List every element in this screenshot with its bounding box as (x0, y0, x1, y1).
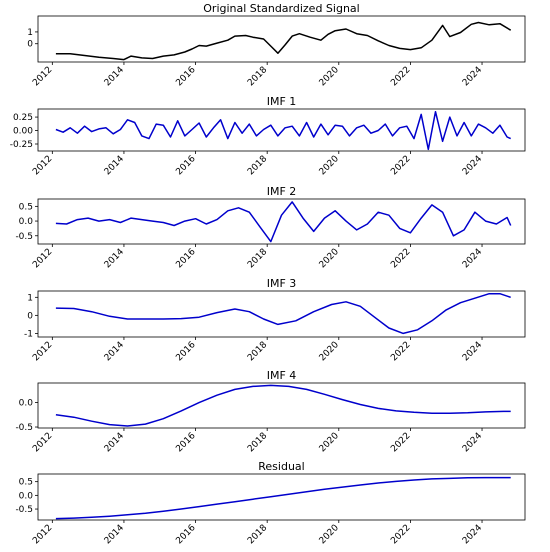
x-tick-label: 2014 (103, 340, 126, 363)
panel-1: Original Standardized Signal 0 1 2012 2014 20… (27, 2, 526, 88)
x-tick-label: 2024 (461, 247, 484, 270)
x-tick-label: 2020 (318, 65, 341, 88)
y-tick-label: 0.5 (19, 478, 33, 488)
panel-6: Residual -0.5 0.0 0.5 2012 2014 2016 2018 2020 20… (15, 460, 526, 546)
series-line (55, 476, 511, 520)
x-tick-label: 2022 (389, 154, 412, 177)
x-tick-label: 2016 (174, 154, 197, 177)
panel-title: IMF 4 (267, 369, 297, 382)
x-tick-label: 2018 (246, 340, 269, 363)
x-tick-label: 2016 (174, 65, 197, 88)
y-tick-label: 1 (27, 28, 33, 38)
panel-title: Original Standardized Signal (203, 2, 359, 15)
x-tick-label: 2022 (389, 65, 412, 88)
y-tick-label: -1 (24, 329, 33, 339)
axes-frame (37, 198, 526, 245)
x-tick-label: 2020 (318, 431, 341, 454)
x-tick-label: 2012 (31, 431, 54, 454)
series-line (55, 292, 511, 335)
x-tick-label: 2014 (103, 154, 126, 177)
x-tick-label: 2024 (461, 65, 484, 88)
panel-title: IMF 2 (267, 185, 297, 198)
y-tick-label: -0.5 (15, 505, 33, 515)
y-tick-label: 0.00 (13, 127, 33, 137)
x-tick-label: 2012 (31, 65, 54, 88)
y-tick-label: 0.0 (19, 217, 34, 227)
x-tick-label: 2018 (246, 431, 269, 454)
x-tick-label: 2024 (461, 340, 484, 363)
series-line (55, 110, 512, 151)
panel-2: IMF 1 -0.25 0.00 0.25 2012 2014 2016 2018 2020 20… (10, 95, 526, 177)
panel-4: IMF 3 -1 0 1 2012 2014 2016 2018 2020 2022 2024 (24, 277, 526, 363)
y-tick-label: 0.5 (19, 202, 33, 212)
panel-title: Residual (258, 460, 304, 473)
x-tick-label: 2020 (318, 154, 341, 177)
x-tick-label: 2018 (246, 247, 269, 270)
y-tick-label: 0.0 (19, 491, 34, 501)
axes-frame (37, 382, 526, 429)
x-tick-label: 2024 (461, 154, 484, 177)
x-tick-label: 2020 (318, 340, 341, 363)
y-tick-label: -0.25 (10, 140, 33, 150)
x-tick-label: 2016 (174, 523, 197, 546)
x-tick-label: 2016 (174, 431, 197, 454)
x-tick-label: 2022 (389, 523, 412, 546)
x-tick-label: 2014 (103, 523, 126, 546)
x-tick-label: 2022 (389, 431, 412, 454)
x-tick-label: 2024 (461, 523, 484, 546)
x-tick-label: 2018 (246, 154, 269, 177)
x-tick-label: 2012 (31, 247, 54, 270)
x-tick-label: 2022 (389, 340, 412, 363)
series-line (55, 21, 512, 61)
x-tick-label: 2020 (318, 523, 341, 546)
y-tick-label: 1 (27, 293, 33, 303)
series-line (55, 384, 511, 427)
y-tick-label: -0.5 (15, 423, 33, 433)
axes-frame (37, 473, 526, 521)
y-tick-label: 0.0 (19, 399, 34, 409)
y-tick-label: 0 (27, 311, 33, 321)
x-tick-label: 2018 (246, 65, 269, 88)
panel-title: IMF 3 (267, 277, 297, 290)
y-tick-label: 0.25 (13, 113, 33, 123)
x-tick-label: 2012 (31, 523, 54, 546)
x-tick-label: 2012 (31, 154, 54, 177)
y-tick-label: -0.5 (15, 232, 33, 242)
axes-frame (37, 290, 526, 338)
x-tick-label: 2020 (318, 247, 341, 270)
x-tick-label: 2012 (31, 340, 54, 363)
series-line (55, 201, 512, 243)
y-tick-label: 0 (27, 40, 33, 50)
x-tick-label: 2016 (174, 247, 197, 270)
x-tick-label: 2014 (103, 247, 126, 270)
axes-frame (37, 15, 526, 63)
x-tick-label: 2018 (246, 523, 269, 546)
panel-title: IMF 1 (267, 95, 297, 108)
x-tick-label: 2016 (174, 340, 197, 363)
x-tick-label: 2022 (389, 247, 412, 270)
x-tick-label: 2014 (103, 431, 126, 454)
panel-5: IMF 4 -0.5 0.0 2012 2014 2016 2018 2020 2022 2024 (15, 369, 526, 454)
panel-3: IMF 2 -0.5 0.0 0.5 2012 2014 2016 2018 2020 2022 2… (15, 185, 526, 270)
x-tick-label: 2014 (103, 65, 126, 88)
axes-frame (37, 108, 526, 152)
x-tick-label: 2024 (461, 431, 484, 454)
